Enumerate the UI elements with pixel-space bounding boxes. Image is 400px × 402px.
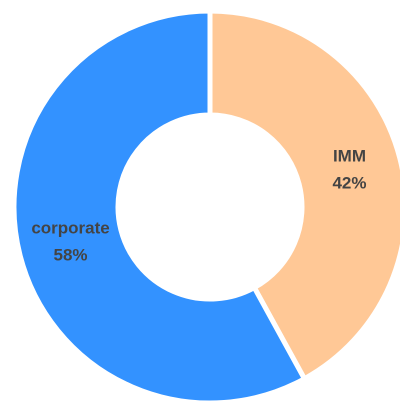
donut-slice bbox=[11, 8, 308, 402]
slice-label: corporate bbox=[31, 218, 109, 237]
slice-value-label: 58% bbox=[54, 245, 88, 264]
slice-label: IMM bbox=[333, 147, 366, 166]
donut-slice bbox=[207, 8, 400, 383]
slice-value-label: 42% bbox=[332, 174, 366, 193]
